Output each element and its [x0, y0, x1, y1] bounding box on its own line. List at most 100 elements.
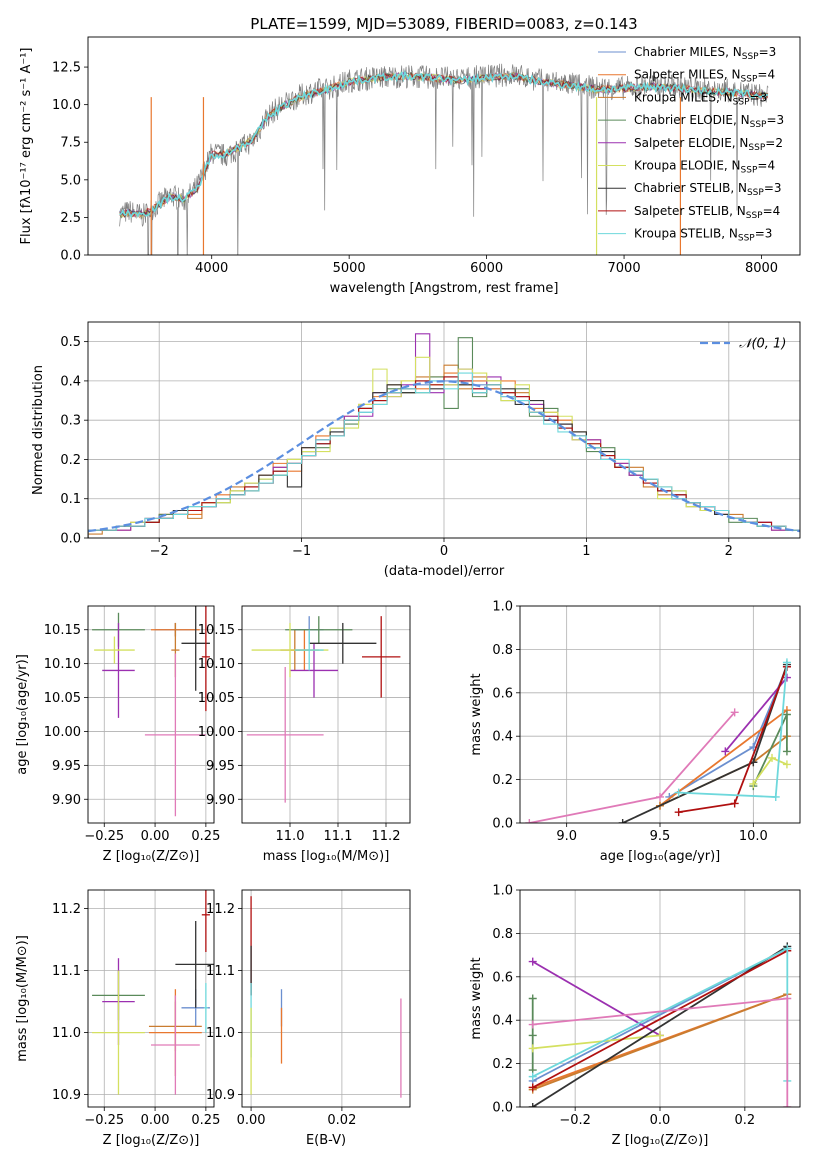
- legend-suffix: =3: [766, 113, 784, 127]
- legend-name: Kroupa ELODIE, N: [634, 159, 741, 173]
- legend-sub: SSP: [733, 97, 750, 107]
- weight-line: [532, 960, 661, 1037]
- y-tick-label: 0.2: [60, 453, 81, 468]
- x-tick-label: 7000: [608, 261, 641, 276]
- plot-area: [528, 942, 792, 1107]
- x-tick-label: 0: [440, 544, 448, 559]
- y-tick-label: 10.00: [44, 725, 81, 740]
- model-spectrum: [119, 70, 769, 219]
- legend-sub: SSP: [741, 166, 758, 176]
- y-axis-label: mass weight: [469, 673, 484, 755]
- x-tick-label: 11.2: [372, 829, 401, 844]
- weight-marker: [730, 799, 739, 808]
- y-tick-label: 10.10: [198, 657, 235, 672]
- y-tick-label: 9.95: [206, 759, 235, 774]
- y-tick-label: 10.9: [52, 1088, 81, 1103]
- weight-line: [532, 1034, 661, 1050]
- x-axis-label: wavelength [Angstrom, rest frame]: [330, 281, 559, 296]
- x-tick-label: 2: [725, 544, 733, 559]
- legend-suffix: =4: [757, 68, 775, 82]
- y-tick-label: 10.05: [44, 691, 81, 706]
- weight-marker: [674, 808, 683, 817]
- y-tick-label: 1.0: [492, 600, 513, 615]
- weight-marker: [749, 779, 758, 788]
- weight-marker: [782, 760, 791, 769]
- weight-marker: [783, 1103, 792, 1107]
- x-tick-label: 0.00: [237, 1113, 266, 1128]
- legend-suffix: =3: [750, 90, 768, 104]
- weight-line: [678, 662, 788, 798]
- axes-frame: [87, 321, 801, 539]
- y-axis-label: age [log₁₀(age/yr)]: [15, 654, 30, 775]
- weight-marker: [528, 1072, 537, 1081]
- y-tick-label: 12.5: [52, 61, 81, 76]
- y-tick-label: 0.6: [492, 686, 513, 701]
- x-axis-label: Z [log₁₀(Z/Z⊙)]: [103, 1133, 200, 1148]
- x-axis-label: age [log₁₀(age/yr)]: [600, 849, 721, 864]
- axes-frame: [87, 605, 215, 824]
- y-tick-label: 10.9: [206, 1088, 235, 1103]
- y-axis-label: Normed distribution: [31, 365, 46, 495]
- x-tick-label: 11.0: [276, 829, 305, 844]
- y-axis-label: Flux [fλ10⁻¹⁷ erg cm⁻² s⁻¹ A⁻¹]: [19, 48, 34, 245]
- x-tick-label: 0.02: [327, 1113, 356, 1128]
- legend-suffix: =3: [764, 181, 782, 195]
- x-tick-label: 4000: [195, 261, 228, 276]
- x-tick-label: 9.5: [650, 829, 671, 844]
- legend-label: Salpeter MILES, NSSP=4: [634, 68, 775, 85]
- y-tick-label: 10.0: [52, 98, 81, 113]
- panel-7: −0.2 0.0 0.2 0.0 0.2 0.4 0.6 0.8 1.0 Z [log₁₀(Z/Z…: [469, 884, 801, 1148]
- weight-marker: [730, 708, 739, 717]
- y-tick-label: 11.1: [52, 964, 81, 979]
- weight-marker: [525, 819, 534, 823]
- legend-name: Salpeter ELODIE, N: [634, 136, 748, 150]
- y-axis-label: mass [log₁₀(M/M⊙)]: [15, 935, 30, 1062]
- legend-label: Chabrier MILES, NSSP=3: [634, 45, 776, 62]
- legend-label: Kroupa STELIB, NSSP=3: [634, 227, 772, 244]
- x-axis-label: E(B-V): [306, 1133, 346, 1148]
- x-tick-label: 0.00: [141, 829, 170, 844]
- x-tick-label: 9.0: [556, 829, 577, 844]
- panel-1: −2 −1 0 1 2 0.0 0.1 0.2 0.3 0.4 0.5 (data-model)/er…: [31, 321, 801, 579]
- x-tick-label: 0.00: [141, 1113, 170, 1128]
- x-tick-label: 11.1: [324, 829, 353, 844]
- legend-name: Salpeter MILES, N: [634, 68, 741, 82]
- y-tick-label: 0.6: [492, 970, 513, 985]
- plot-area: [119, 63, 769, 255]
- y-tick-label: 11.0: [52, 1026, 81, 1041]
- x-tick-label: −0.2: [559, 1113, 591, 1128]
- legend-label: Chabrier ELODIE, NSSP=3: [634, 113, 784, 130]
- y-tick-label: 10.00: [198, 725, 235, 740]
- legend-sub: SSP: [742, 52, 759, 62]
- x-tick-label: −1: [292, 544, 311, 559]
- legend-name: Kroupa STELIB, N: [634, 227, 738, 241]
- legend-sub: SSP: [741, 75, 758, 85]
- weight-marker: [618, 819, 627, 823]
- y-tick-label: 0.4: [492, 1014, 513, 1029]
- y-tick-label: 0.1: [60, 492, 81, 507]
- y-tick-label: 10.15: [44, 623, 81, 638]
- plot-area: [92, 890, 214, 1095]
- legend-sub: SSP: [750, 120, 767, 130]
- legend-name: Chabrier MILES, N: [634, 45, 742, 59]
- legend-suffix: =3: [759, 45, 777, 59]
- x-tick-label: 0.0: [650, 1113, 671, 1128]
- legend: 𝒩(0, 1): [700, 337, 786, 352]
- legend-name: Salpeter STELIB, N: [634, 204, 746, 218]
- x-tick-label: 10.0: [739, 829, 768, 844]
- x-tick-label: 0.2: [735, 1113, 756, 1128]
- y-tick-label: 10.10: [44, 657, 81, 672]
- y-tick-label: 9.90: [52, 793, 81, 808]
- weight-marker: [768, 753, 776, 762]
- legend-label: 𝒩(0, 1): [739, 337, 786, 352]
- weight-marker: [528, 1044, 537, 1053]
- x-tick-label: 8000: [745, 261, 778, 276]
- legend-name: Kroupa MILES, N: [634, 90, 733, 104]
- y-tick-label: 0.0: [492, 1101, 513, 1116]
- y-axis-label: mass weight: [469, 957, 484, 1039]
- weight-marker: [528, 1031, 537, 1040]
- weight-marker: [783, 994, 792, 1003]
- y-tick-label: 0.0: [492, 817, 513, 832]
